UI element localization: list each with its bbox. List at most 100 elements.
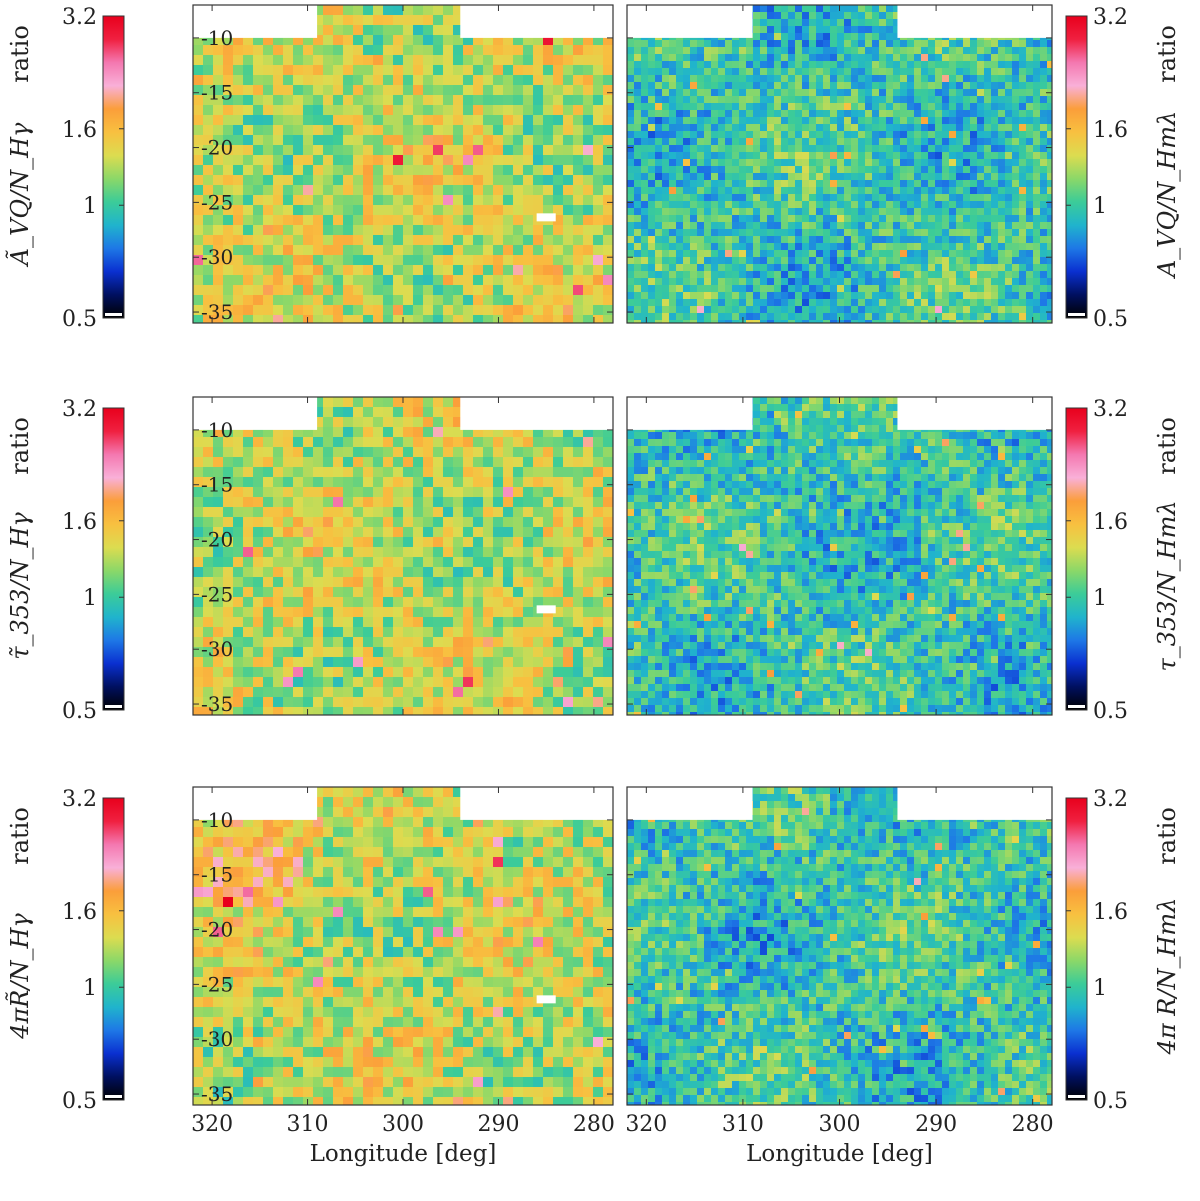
colorbar-tick-label: 3.2 <box>62 787 97 812</box>
colorbar-tick-label: 0.5 <box>1093 1089 1128 1114</box>
lon-tick-label: 320 <box>625 1112 667 1137</box>
colorbar-floor <box>105 1095 122 1098</box>
panel-smoothed-tau-ratio: -10 -15 -20 -25 -30 -35 3.2 1.6 1 0.5 τ̃_353/N_Hγ r… <box>6 397 614 724</box>
colorbar-label: Ã_VQ/N_Hγ ratio <box>5 25 34 267</box>
lon-tick-label: 310 <box>722 1112 764 1137</box>
colorbar-gradient <box>1066 798 1087 1100</box>
colorbar-label-math: A_VQ/N_Hmλ <box>1153 111 1181 279</box>
colorbar-tick-label: 1.6 <box>1093 118 1128 143</box>
colorbar-tick-label: 1 <box>83 194 97 219</box>
colorbar-tick-label: 1.6 <box>1093 900 1128 925</box>
panel-R-ratio: 320 310 300 290 280 Longitude [deg] 3.2 1.6 1 0.5… <box>625 787 1181 1167</box>
colorbar-label: A_VQ/N_Hmλ ratio <box>1153 25 1181 279</box>
lon-tick-label: 290 <box>915 1112 957 1137</box>
colorbar-tick-label: 1.6 <box>62 118 97 143</box>
colorbar-label-ratio: ratio <box>1153 417 1181 475</box>
colorbar-tick-label: 1.6 <box>62 900 97 925</box>
colorbar-label-math: τ̃_353/N_Hγ <box>6 512 34 660</box>
colorbar-tick-label: 1.6 <box>62 510 97 535</box>
colorbar-label-math: Ã_VQ/N_Hγ <box>5 122 34 267</box>
colorbar-label-math: τ_353/N_Hmλ <box>1153 500 1181 671</box>
colorbar-label: 4πR̃/N_Hγ ratio <box>6 807 34 1040</box>
colorbar-tick-label: 1 <box>1093 194 1107 219</box>
lat-tick-label: -30 <box>201 637 233 661</box>
sky-map <box>627 787 1055 1110</box>
colorbar-tick-label: 0.5 <box>1093 307 1128 332</box>
colorbar-floor <box>1068 1095 1085 1098</box>
colorbar: 3.2 1.6 1 0.5 <box>62 397 124 724</box>
colorbar-label-ratio: ratio <box>1153 25 1181 83</box>
lat-tick-label: -15 <box>201 473 233 497</box>
lon-tick-label: 320 <box>191 1112 233 1137</box>
colorbar-gradient <box>103 798 124 1100</box>
colorbar-tick-label: 1 <box>1093 976 1107 1001</box>
lat-tick-label: -10 <box>201 808 233 832</box>
lat-tick-label: -30 <box>201 1027 233 1051</box>
lat-tick-label: -20 <box>201 136 233 160</box>
lat-tick-label: -25 <box>201 972 233 996</box>
lon-tick-label: 290 <box>477 1112 519 1137</box>
colorbar-gradient <box>1066 16 1087 318</box>
lat-tick-label: -15 <box>201 863 233 887</box>
colorbar-gradient <box>103 16 124 318</box>
colorbar-label: τ_353/N_Hmλ ratio <box>1153 417 1181 671</box>
colorbar-label: τ̃_353/N_Hγ ratio <box>6 417 34 660</box>
sky-map <box>627 397 1055 720</box>
lat-tick-label: -20 <box>201 918 233 942</box>
colorbar-label: 4π R/N_Hmλ ratio <box>1153 807 1181 1055</box>
x-axis-label: Longitude [deg] <box>746 1141 933 1167</box>
colorbar-tick-label: 1.6 <box>1093 510 1128 535</box>
sky-map <box>193 5 614 326</box>
lat-tick-label: -20 <box>201 528 233 552</box>
colorbar-tick-label: 0.5 <box>62 1089 97 1114</box>
colorbar-tick-label: 1 <box>83 586 97 611</box>
colorbar-label-math: 4π R/N_Hmλ <box>1153 898 1181 1056</box>
colorbar-label-ratio: ratio <box>6 417 34 475</box>
colorbar-gradient <box>1066 408 1087 710</box>
sky-map <box>193 397 614 718</box>
lat-tick-label: -35 <box>201 300 233 324</box>
lon-tick-label: 300 <box>819 1112 861 1137</box>
lat-tick-label: -10 <box>201 418 233 442</box>
colorbar-tick-label: 1 <box>1093 586 1107 611</box>
colorbar: 3.2 1.6 1 0.5 <box>1066 397 1128 724</box>
colorbar-label-ratio: ratio <box>6 807 34 865</box>
sky-map <box>193 787 614 1108</box>
lat-tick-label: -10 <box>201 26 233 50</box>
colorbar-tick-label: 0.5 <box>62 307 97 332</box>
panel-smoothed-A-ratio: -10 -15 -20 -25 -30 -35 3.2 1.6 1 0.5 Ã_VQ/N_Hγ rat… <box>5 5 614 332</box>
colorbar-tick-label: 3.2 <box>1093 787 1128 812</box>
colorbar-floor <box>105 705 122 708</box>
lon-tick-label: 280 <box>573 1112 615 1137</box>
lon-tick-label: 280 <box>1012 1112 1054 1137</box>
lat-tick-label: -15 <box>201 81 233 105</box>
colorbar-tick-label: 0.5 <box>1093 699 1128 724</box>
lat-tick-label: -25 <box>201 582 233 606</box>
colorbar-label-ratio: ratio <box>6 25 34 83</box>
colorbar-floor <box>1068 705 1085 708</box>
colorbar: 3.2 1.6 1 0.5 <box>1066 5 1128 332</box>
lat-tick-label: -25 <box>201 190 233 214</box>
colorbar-tick-label: 3.2 <box>62 397 97 422</box>
sky-map <box>627 5 1055 328</box>
colorbar-label-math: 4πR̃/N_Hγ <box>6 913 34 1040</box>
lat-tick-label: -35 <box>201 692 233 716</box>
colorbar: 3.2 1.6 1 0.5 <box>62 5 124 332</box>
colorbar-tick-label: 0.5 <box>62 699 97 724</box>
panel-A-ratio: 3.2 1.6 1 0.5 A_VQ/N_Hmλ ratio <box>627 5 1181 332</box>
lon-tick-label: 300 <box>382 1112 424 1137</box>
colorbar-tick-label: 3.2 <box>62 5 97 30</box>
colorbar-floor <box>105 313 122 316</box>
colorbar-label-ratio: ratio <box>1153 807 1181 865</box>
lon-tick-label: 310 <box>287 1112 329 1137</box>
colorbar-gradient <box>103 408 124 710</box>
lat-tick-label: -30 <box>201 245 233 269</box>
colorbar: 3.2 1.6 1 0.5 <box>1066 787 1128 1114</box>
colorbar: 3.21.610.5 <box>62 787 124 1114</box>
colorbar-tick-label: 3.2 <box>1093 5 1128 30</box>
colorbar-tick-label: 3.2 <box>1093 397 1128 422</box>
panel-tau-ratio: 3.2 1.6 1 0.5 τ_353/N_Hmλ ratio <box>627 397 1181 724</box>
x-axis-label: Longitude [deg] <box>310 1141 497 1167</box>
